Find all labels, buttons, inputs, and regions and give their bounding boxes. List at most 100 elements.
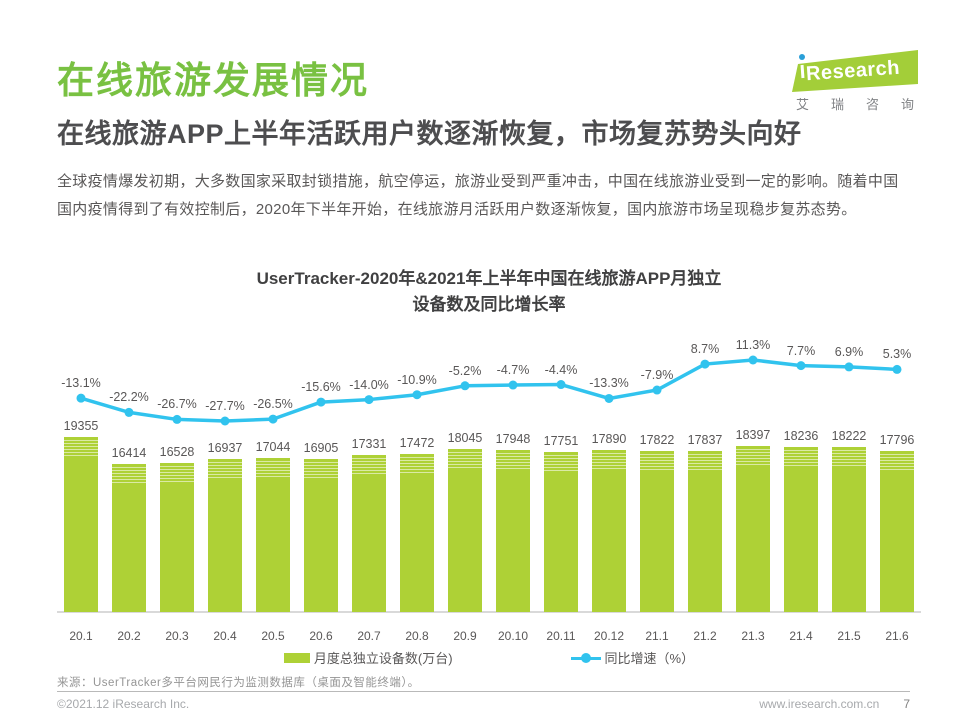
pct-label: -26.5% [253, 397, 293, 412]
x-axis-label: 20.11 [546, 629, 576, 643]
bar-stripes [448, 451, 482, 469]
pct-label: -7.9% [640, 368, 674, 383]
bar [496, 449, 530, 612]
bar-stripes [112, 466, 146, 484]
bar-value-label: 17331 [351, 437, 387, 452]
line-point [172, 414, 182, 424]
bar [448, 448, 482, 612]
bar-value-label: 16905 [303, 441, 339, 456]
bar [832, 447, 866, 612]
bar-stripes [592, 453, 626, 471]
bar [400, 454, 434, 612]
line-point [796, 361, 806, 371]
logo-shape [792, 50, 918, 92]
logo-brand-cn: 艾瑞咨询 [796, 97, 937, 112]
line-point [892, 364, 902, 374]
x-axis-label: 21.1 [645, 629, 669, 643]
bar-value-label: 16528 [159, 444, 195, 459]
pct-label: 5.3% [882, 347, 912, 362]
x-axis-label: 20.2 [117, 629, 141, 643]
x-axis-label: 20.5 [261, 629, 285, 643]
footer-divider [57, 691, 910, 692]
chart-legend: 月度总独立设备数(万台) 同比增速（%） [57, 648, 921, 667]
x-axis-label: 20.12 [593, 629, 625, 643]
line-point [652, 385, 662, 395]
pct-label: 7.7% [786, 343, 816, 358]
bar-value-label: 18397 [735, 427, 771, 442]
bar [112, 463, 146, 612]
bar-stripes [880, 454, 914, 472]
page-number: 7 [903, 697, 910, 711]
page-footer: ©2021.12 iResearch Inc. www.iresearch.co… [57, 697, 910, 711]
line-point [844, 362, 854, 372]
source-note: 来源：UserTracker多平台网民行为监测数据库（桌面及智能终端）。 [57, 677, 420, 689]
bar-value-label: 17472 [399, 436, 435, 451]
bar-value-label: 17822 [639, 432, 675, 447]
x-axis-label: 20.7 [357, 629, 381, 643]
line-point [364, 395, 374, 405]
line-point [268, 414, 278, 424]
x-axis-label: 21.3 [741, 629, 765, 643]
legend-item-growth: 同比增速（%） [570, 648, 695, 667]
pct-label: -5.2% [448, 363, 482, 378]
line-point [220, 416, 230, 426]
bar-stripes [832, 450, 866, 468]
pct-label: -22.2% [109, 390, 149, 405]
bar-value-label: 17044 [255, 439, 291, 454]
line-point [748, 355, 758, 365]
bar-value-label: 17751 [543, 433, 579, 448]
bar-stripes [544, 454, 578, 472]
bar-value-label: 18236 [783, 429, 819, 444]
bar-stripes [784, 450, 818, 468]
chart-title: UserTracker-2020年&2021年上半年中国在线旅游APP月独立设备… [256, 269, 722, 314]
page-title: 在线旅游发展情况 [57, 60, 369, 101]
pct-label: -13.1% [61, 376, 101, 391]
x-axis-labels: 20.1 20.2 20.3 20.4 20.5 20.6 20.7 20.8 20.9 20.1… [57, 629, 921, 643]
bar-stripes [736, 448, 770, 466]
bar [256, 457, 290, 612]
bar [592, 450, 626, 612]
line-point [316, 397, 326, 407]
legend-label-devices: 月度总独立设备数(万台) [313, 651, 453, 666]
x-axis-label: 20.3 [165, 629, 189, 643]
bar-value-label: 19355 [63, 419, 99, 433]
bar-value-label: 17948 [495, 431, 531, 446]
bar [640, 450, 674, 612]
pct-label: -14.0% [349, 377, 389, 392]
line-point [604, 393, 614, 403]
pct-label: -15.6% [301, 380, 341, 395]
pct-label: -4.4% [544, 362, 578, 377]
legend-item-devices: 月度总独立设备数(万台) [283, 648, 453, 667]
body-paragraph: 全球疫情爆发初期，大多数国家采取封锁措施，航空停运，旅游业受到严重冲击，中国在线… [57, 173, 899, 218]
iresearch-logo: Research 艾瑞咨询 [792, 48, 918, 112]
x-axis-label: 20.6 [309, 629, 333, 643]
bar-stripes [160, 465, 194, 483]
x-axis-label: 20.10 [497, 629, 529, 643]
bar-value-label: 16414 [111, 445, 147, 460]
line-point [508, 380, 518, 390]
bar [736, 445, 770, 612]
bar-stripes [496, 452, 530, 470]
line-legend-swatch [570, 652, 601, 663]
bar [208, 458, 242, 612]
chart-area: 19355 16414 16528 16937 17044 16905 17331 17472… [57, 335, 921, 613]
x-axis-label: 20.8 [405, 629, 429, 643]
logo-i-dot-icon [799, 54, 805, 60]
line-point [124, 407, 134, 417]
bar-stripes [352, 458, 386, 476]
bar [64, 437, 98, 612]
bar [160, 462, 194, 612]
bar-value-label: 17837 [687, 432, 723, 447]
line-path [80, 358, 898, 423]
x-axis-label: 20.4 [213, 629, 237, 643]
bar-value-label: 17796 [879, 433, 915, 448]
bar [688, 450, 722, 612]
bar-stripes [256, 460, 290, 478]
pct-label: 6.9% [834, 344, 864, 359]
legend-label-growth: 同比增速（%） [604, 651, 695, 666]
bar [352, 455, 386, 612]
line-point [556, 380, 566, 390]
x-axis-label: 21.5 [837, 629, 861, 643]
pct-label: -27.7% [205, 398, 245, 413]
bar [544, 451, 578, 612]
